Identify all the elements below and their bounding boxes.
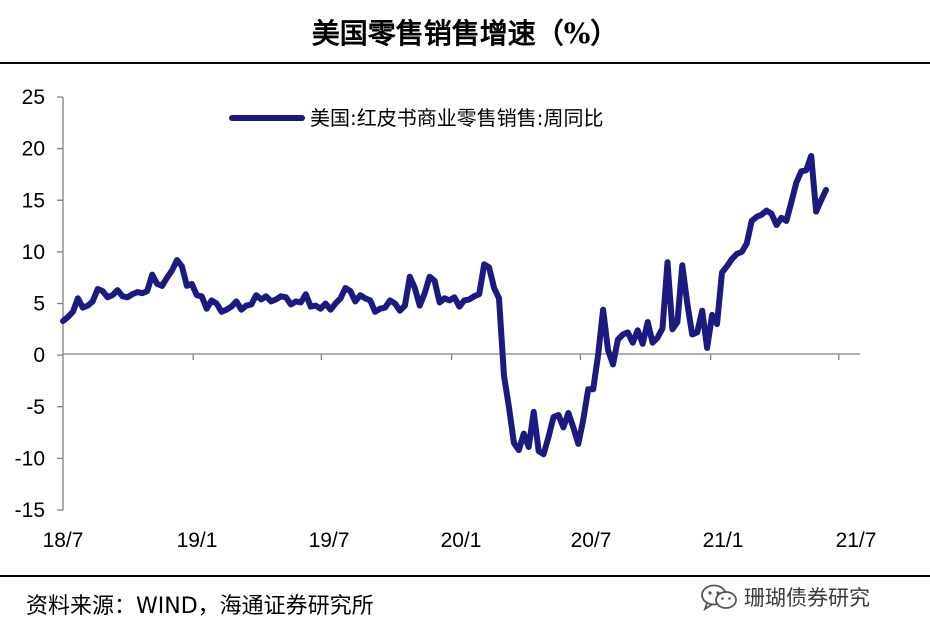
legend-label: 美国:红皮书商业零售销售:周同比 (310, 106, 603, 130)
wechat-logo-icon (701, 584, 737, 611)
y-tick-label: 10 (22, 241, 45, 264)
legend: 美国:红皮书商业零售销售:周同比 (229, 106, 603, 130)
y-tick-label: -15 (15, 499, 45, 522)
top-rule (0, 62, 930, 64)
y-axis: 25 20 15 10 5 0 -5 -10 -15 (15, 86, 64, 522)
x-tick-label: 18/7 (43, 529, 84, 552)
y-tick-label: 5 (33, 293, 45, 316)
page-title: 美国零售销售增速（%） (311, 17, 619, 50)
y-tick-label: 0 (33, 344, 45, 367)
y-tick-label: -10 (15, 447, 45, 470)
y-tick-label: 20 (22, 138, 45, 161)
y-tick-label: -5 (26, 396, 45, 419)
x-tick-label: 20/7 (571, 529, 612, 552)
retail-sales-line-chart: 25 20 15 10 5 0 -5 -10 -15 18/7 19/1 19/7 20/1 20/7 2… (15, 86, 877, 552)
x-tick-label: 21/1 (703, 529, 744, 552)
y-tick-label: 15 (22, 189, 45, 212)
source-note: 资料来源：WIND，海通证券研究所 (26, 594, 374, 619)
watermark: 珊瑚债券研究 (700, 580, 870, 614)
x-tick-label: 19/7 (309, 529, 350, 552)
x-tick-label: 19/1 (177, 529, 218, 552)
x-tick-label: 20/1 (441, 529, 482, 552)
x-axis: 18/7 19/1 19/7 20/1 20/7 21/1 21/7 (43, 353, 877, 552)
x-tick-label: 21/7 (836, 529, 877, 552)
y-tick-label: 25 (22, 86, 45, 109)
bottom-rule (0, 575, 930, 577)
series-line-redbook (60, 152, 829, 458)
watermark-text: 珊瑚债券研究 (744, 586, 870, 610)
